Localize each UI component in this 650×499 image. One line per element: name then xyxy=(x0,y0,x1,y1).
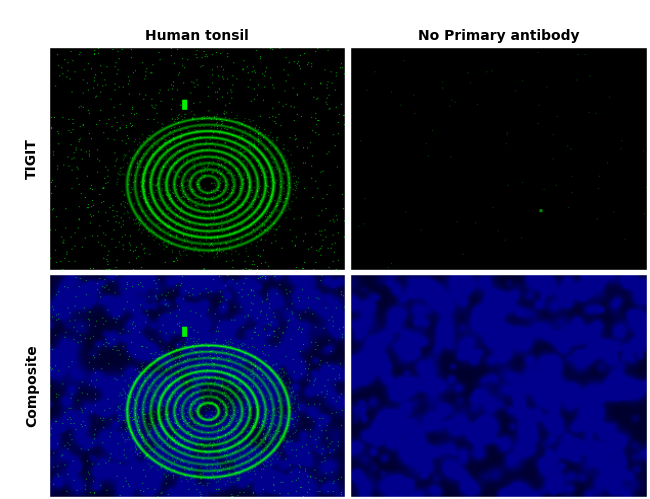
Text: Composite: Composite xyxy=(25,344,39,427)
Text: TIGIT: TIGIT xyxy=(25,138,39,179)
Text: No Primary antibody: No Primary antibody xyxy=(418,29,579,43)
Text: Human tonsil: Human tonsil xyxy=(145,29,249,43)
